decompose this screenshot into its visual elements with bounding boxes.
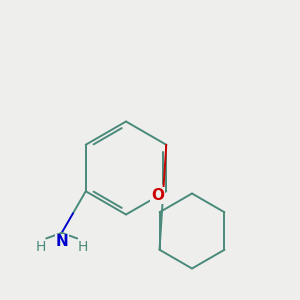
Text: H: H bbox=[77, 240, 88, 254]
Text: N: N bbox=[56, 234, 68, 249]
Text: O: O bbox=[151, 188, 164, 203]
Text: H: H bbox=[36, 240, 46, 254]
